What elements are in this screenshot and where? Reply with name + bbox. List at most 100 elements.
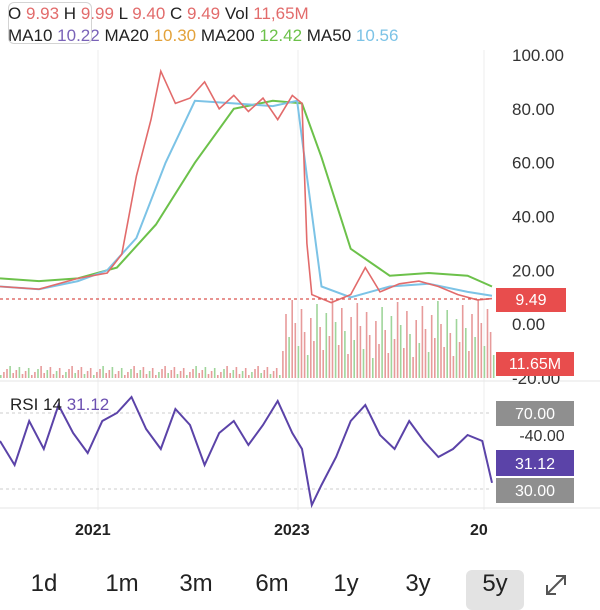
volume-bar xyxy=(241,371,244,378)
volume-bar xyxy=(18,367,21,378)
rsi-axis-label: -40.00 xyxy=(519,428,564,445)
volume-bar xyxy=(189,372,191,378)
volume-bar xyxy=(127,372,129,378)
volume-bar xyxy=(334,322,337,378)
volume-bar xyxy=(368,335,371,378)
volume-bar xyxy=(331,299,334,378)
volume-bar xyxy=(474,337,476,378)
volume-bar xyxy=(306,355,309,378)
volume-bar xyxy=(393,339,396,378)
volume-bar xyxy=(170,370,173,378)
rsi-value-tag: 31.12 xyxy=(515,456,555,473)
tab-5y[interactable]: 5y xyxy=(466,570,524,610)
volume-bar xyxy=(46,370,49,378)
volume-bar xyxy=(341,308,343,378)
volume-bar xyxy=(468,351,470,378)
tab-3y[interactable]: 3y xyxy=(405,570,431,597)
volume-bar xyxy=(117,371,120,378)
volume-bar xyxy=(406,311,408,378)
volume-bar xyxy=(396,302,399,378)
ma20-value: 10.30 xyxy=(153,26,197,45)
volume-bar xyxy=(124,375,126,378)
volume-bar xyxy=(353,340,355,378)
volume-bar xyxy=(399,325,402,378)
tab-6m[interactable]: 6m xyxy=(255,570,289,597)
ohlc-header: O 9.93 H 9.99 L 9.40 C 9.49 Vol 11,65M xyxy=(8,4,309,24)
ma200-label: MA200 xyxy=(200,26,255,45)
volume-bar xyxy=(409,334,411,378)
volume-bar xyxy=(145,374,148,378)
volume-bar xyxy=(27,368,30,378)
volume-bar xyxy=(291,300,293,378)
volume-bar xyxy=(412,357,414,378)
volume-bar xyxy=(62,375,64,378)
volume-bar xyxy=(378,344,380,378)
volume-bar xyxy=(213,368,216,378)
volume-bar xyxy=(303,332,306,378)
price-lines xyxy=(0,68,493,304)
volume-bar xyxy=(434,338,436,378)
ma10-label: MA10 xyxy=(8,26,53,45)
price-axis-label: 20.00 xyxy=(512,261,555,280)
volume-bar xyxy=(80,367,83,378)
tab-1y[interactable]: 1y xyxy=(333,570,359,597)
volume-bar xyxy=(201,370,204,378)
ma50-label: MA50 xyxy=(306,26,352,45)
volume-bar xyxy=(108,370,111,378)
volume-bar xyxy=(359,326,362,378)
volume-bar xyxy=(465,328,467,378)
high-value: 9.99 xyxy=(80,4,114,23)
volume-bar xyxy=(229,373,231,378)
volume-bar xyxy=(260,373,262,378)
x-label-2021: 2021 xyxy=(75,522,111,539)
volume-bar xyxy=(37,369,39,378)
ma20-label: MA20 xyxy=(104,26,149,45)
expand-button[interactable] xyxy=(536,570,576,610)
volume-bar xyxy=(427,352,430,378)
volume-bar xyxy=(173,367,176,378)
volume-bar xyxy=(176,374,179,378)
volume-bar xyxy=(440,324,442,378)
volume-bar xyxy=(263,370,266,378)
tab-1d[interactable]: 1d xyxy=(30,570,58,597)
volume-bar xyxy=(31,375,33,378)
open-label: O xyxy=(8,4,22,23)
volume-bar xyxy=(114,374,117,378)
volume-bar xyxy=(319,327,321,378)
ma50-value: 10.56 xyxy=(355,26,399,45)
volume-bar xyxy=(158,372,160,378)
close-label: C xyxy=(170,4,183,23)
ma-header: MA10 10.22 MA20 10.30 MA200 12.42 MA50 1… xyxy=(8,26,398,46)
volume-bar xyxy=(40,366,42,378)
low-label: L xyxy=(118,4,128,23)
rsi-value: 31.12 xyxy=(66,395,110,414)
range-tabs: 1d 1m 3m 6m 1y 3y 5y xyxy=(0,568,600,610)
volume-bar xyxy=(489,332,492,378)
volume-bar xyxy=(483,346,486,378)
volume-bar xyxy=(102,366,104,378)
rsi-series-line xyxy=(0,395,493,509)
rsi-lower-tag-bg xyxy=(496,478,574,503)
price-axis-label: 100.00 xyxy=(512,46,564,65)
volume-bar xyxy=(21,374,24,378)
volume-bar xyxy=(182,368,185,378)
volume-bar xyxy=(297,346,300,378)
volume-bar xyxy=(248,375,250,378)
volume-bar xyxy=(0,375,2,378)
volume-bar xyxy=(43,373,45,378)
tab-1m[interactable]: 1m xyxy=(105,570,139,597)
volume-bar xyxy=(105,373,107,378)
volume-label: Vol xyxy=(224,4,249,23)
price-axis-label: 40.00 xyxy=(512,208,555,227)
volume-bar xyxy=(244,368,247,378)
volume-bar xyxy=(65,372,67,378)
tab-3m[interactable]: 3m xyxy=(179,570,213,597)
volume-bar xyxy=(139,370,142,378)
volume-bar xyxy=(68,369,70,378)
volume-bar xyxy=(316,304,318,378)
volume-bar xyxy=(217,375,219,378)
volume-bar xyxy=(251,372,253,378)
volume-bar xyxy=(238,374,241,378)
